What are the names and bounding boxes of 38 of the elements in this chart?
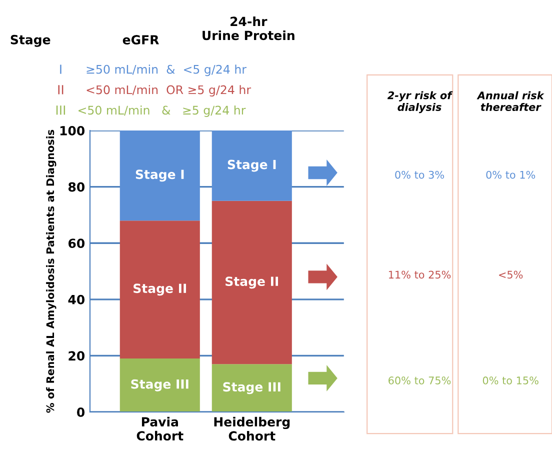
text: Stage III <box>223 382 280 394</box>
text: Annual risk thereafter <box>476 91 544 112</box>
text: eGFR <box>122 35 159 44</box>
bar <box>212 200 292 364</box>
text: 0% to 1% <box>486 170 536 179</box>
x-tick-label: Heidelberg Cohort <box>214 416 290 441</box>
bar <box>212 364 292 412</box>
y-tick-label: 80 <box>68 182 85 192</box>
text: 60% to 75% <box>388 376 451 384</box>
bar <box>212 130 292 201</box>
y-tick-label: 0 <box>77 407 85 417</box>
text: Stage <box>10 34 50 47</box>
y-axis-title: % of Renal AL Amyloidosis Patients at Diagnosis <box>46 130 56 413</box>
text: 0% to 15% <box>482 376 538 384</box>
bar <box>120 220 200 359</box>
text: <50 mL/min OR ≥5 g/24 hr <box>86 85 252 97</box>
series-label: Stage II <box>134 284 186 296</box>
y-tick-label: 20 <box>68 351 85 361</box>
text: 24-hr Urine Protein <box>202 16 294 40</box>
text: <50 mL/min & ≥5 g/24 hr <box>78 106 246 117</box>
text: 0% to 3% <box>395 170 444 179</box>
text: <5% <box>499 270 523 279</box>
text: I <box>60 64 62 74</box>
text: III <box>56 106 66 115</box>
text: 11% to 25% <box>388 270 451 279</box>
text: Stage II <box>226 276 278 289</box>
bar <box>120 358 200 412</box>
x-tick-label: Pavia Cohort <box>136 416 184 441</box>
y-tick-label: 40 <box>68 294 85 304</box>
y-tick-label: 100 <box>60 126 85 136</box>
text: ≥50 mL/min & <5 g/24 hr <box>86 64 246 76</box>
series-label: Stage III <box>131 379 188 392</box>
text: Stage I <box>228 160 276 172</box>
series-label: Stage I <box>136 170 184 182</box>
text: II <box>58 85 64 94</box>
bar <box>120 130 200 221</box>
text: 2-yr risk of dialysis <box>387 91 453 114</box>
y-tick-label: 60 <box>68 238 85 248</box>
